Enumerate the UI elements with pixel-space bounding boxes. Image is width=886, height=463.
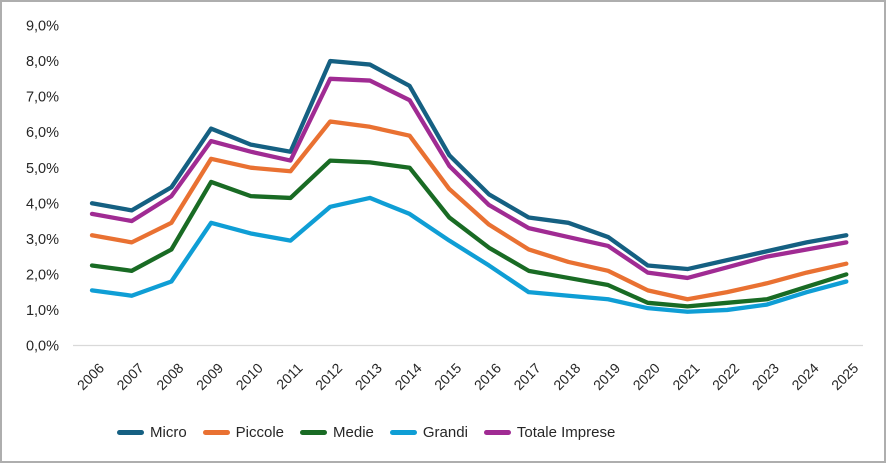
legend-marker-totale-imprese [483, 429, 511, 436]
chart-svg: 0,0% 1,0% 2,0% 3,0% 4,0% 5,0% 6,0% 7,0% 8,0% 9,0%… [26, 19, 863, 393]
legend-marker-micro [117, 429, 144, 436]
series-line-grandi [89, 195, 849, 314]
x-axis-year-label: 2022 [709, 360, 742, 393]
x-axis-year-label: 2011 [273, 360, 306, 393]
legend-marker-grandi [389, 429, 417, 436]
x-axis-year-label: 2013 [352, 360, 385, 393]
legend-item-totale-imprese: Totale Imprese [483, 424, 616, 441]
x-axis-year-label: 2010 [233, 360, 266, 393]
legend-marker-medie [300, 429, 328, 436]
legend-item-grandi: Grandi [389, 424, 468, 441]
x-axis-year-label: 2019 [590, 360, 623, 393]
x-axis-year-label: 2023 [749, 360, 782, 393]
series-line-micro [89, 58, 849, 272]
y-axis-tick-label: 7,0% [26, 90, 59, 106]
x-axis-year-label: 2024 [788, 360, 821, 393]
y-axis-tick-label: 3,0% [26, 232, 59, 248]
y-axis-tick-label: 5,0% [26, 161, 59, 177]
y-axis-tick-label: 9,0% [26, 19, 59, 35]
legend-label-micro: Micro [150, 424, 187, 441]
x-axis-year-label: 2006 [74, 360, 107, 393]
x-axis-year-label: 2007 [113, 360, 146, 393]
x-axis-year-label: 2020 [630, 360, 663, 393]
x-axis-year-label: 2008 [153, 360, 186, 393]
y-axis-tick-label: 4,0% [26, 196, 59, 212]
x-axis-year-label: 2016 [471, 360, 504, 393]
x-axis-year-label: 2018 [550, 360, 583, 393]
legend-marker-piccole [202, 429, 230, 436]
legend-item-micro: Micro [117, 424, 187, 441]
x-axis-year-label: 2025 [828, 360, 861, 393]
y-axis-tick-label: 6,0% [26, 125, 59, 141]
x-axis-year-label: 2021 [669, 360, 702, 393]
legend-item-medie: Medie [300, 424, 374, 441]
y-axis-tick-label: 0,0% [26, 339, 59, 355]
legend-label-medie: Medie [333, 424, 374, 441]
x-axis-year-label: 2017 [510, 360, 543, 393]
series-line-totale-imprese [89, 76, 849, 281]
series-line-medie [89, 158, 849, 309]
series-line-piccole [89, 119, 849, 302]
x-axis-year-label: 2012 [312, 360, 345, 393]
y-axis-tick-label: 8,0% [26, 54, 59, 70]
x-axis-year-label: 2009 [193, 360, 226, 393]
legend-label-totale-imprese: Totale Imprese [516, 424, 616, 441]
legend-item-piccole: Piccole [202, 424, 285, 441]
y-axis-tick-label: 1,0% [26, 303, 59, 319]
chart-legend: Micro Piccole Medie Grandi Totale Imprese [117, 424, 615, 441]
x-axis-year-label: 2015 [431, 360, 464, 393]
y-axis-tick-label: 2,0% [26, 267, 59, 283]
x-axis-year-label: 2014 [391, 360, 424, 393]
legend-label-grandi: Grandi [422, 424, 468, 441]
legend-label-piccole: Piccole [235, 424, 285, 441]
